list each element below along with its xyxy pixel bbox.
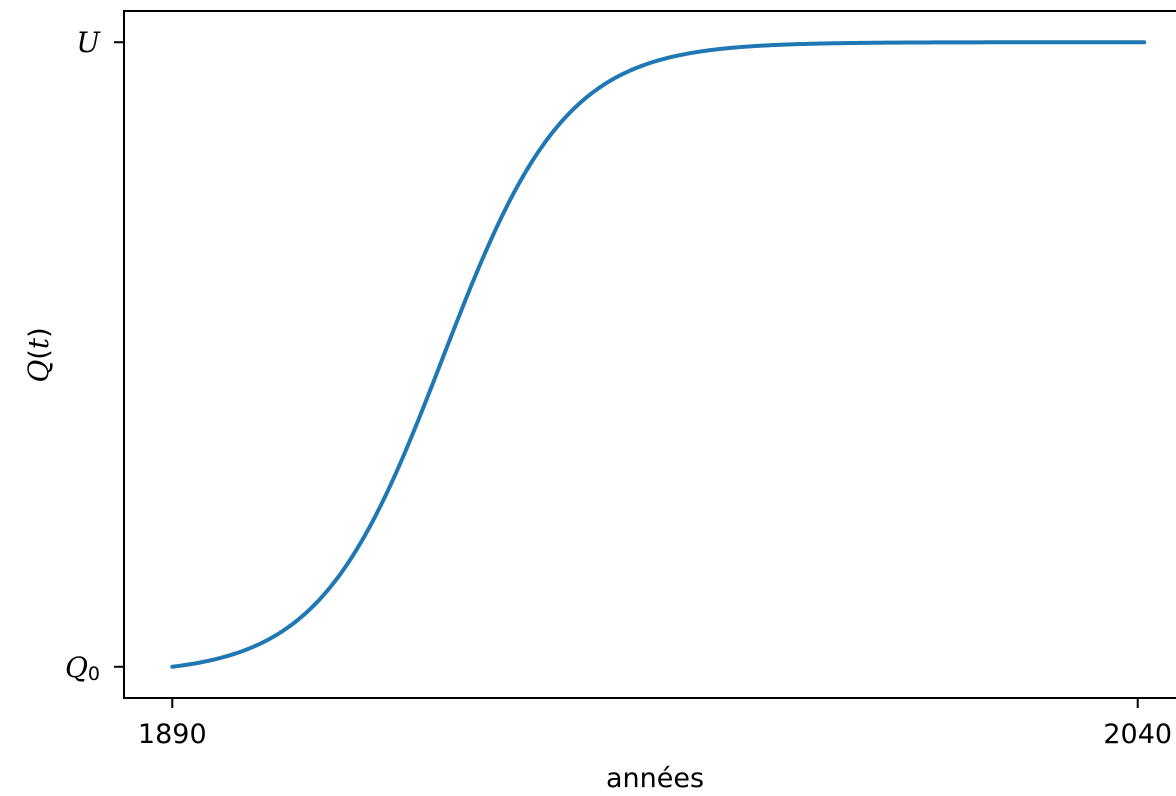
- y-axis: U Q0: [65, 26, 124, 685]
- x-axis-title: années: [606, 763, 704, 794]
- y-tick-label-bottom-base: Q: [65, 650, 88, 683]
- y-tick-bottom: Q0: [65, 650, 124, 685]
- x-axis: 1890 2040: [138, 698, 1172, 750]
- y-axis-title: Q(t): [22, 327, 55, 382]
- y-axis-title-close: ): [24, 327, 55, 338]
- x-tick-right: 2040: [1103, 698, 1172, 750]
- y-axis-title-func: Q: [22, 360, 55, 383]
- y-axis-title-var: t: [22, 337, 55, 349]
- y-tick-label-top: U: [76, 26, 101, 59]
- x-tick-left: 1890: [138, 698, 207, 750]
- y-tick-label-bottom-sub: 0: [88, 663, 100, 685]
- series-line: [170, 40, 1147, 669]
- plot-frame: [123, 10, 1176, 699]
- y-axis-title-open: (: [24, 349, 55, 360]
- y-tick-label-top-base: U: [76, 26, 101, 59]
- y-tick-top: U: [76, 26, 124, 59]
- x-tick-label-left: 1890: [138, 719, 207, 750]
- x-tick-label-right: 2040: [1103, 719, 1172, 750]
- y-tick-label-bottom: Q0: [65, 650, 100, 685]
